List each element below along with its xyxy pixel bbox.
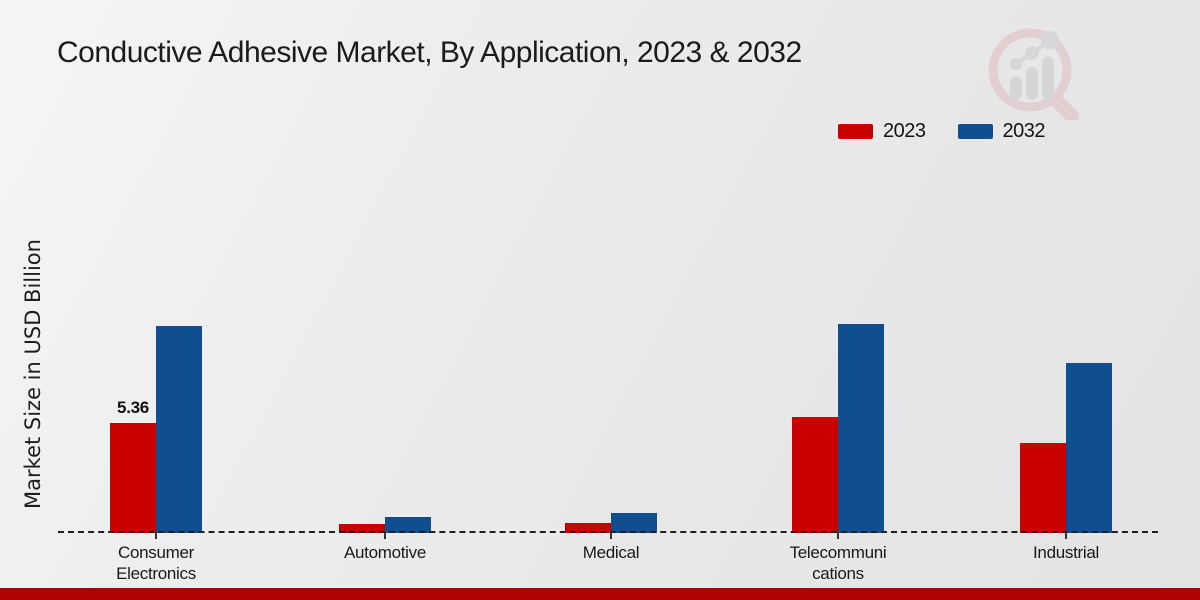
x-axis-tick-label-consumer-electronics: Consumer Electronics (116, 543, 196, 583)
bar-2023-medical (565, 523, 611, 533)
x-axis-tick-medical (610, 533, 612, 539)
x-axis-tick-label-medical: Medical (582, 543, 640, 562)
bar-2032-consumer-electronics (156, 326, 202, 533)
bar-value-label-consumer-electronics: 5.36 (117, 398, 149, 417)
legend-item-2032: 2032 (957, 120, 1046, 143)
bar-2023-industrial (1020, 443, 1066, 533)
legend-item-2023: 2023 (838, 120, 926, 143)
x-axis-tick-label-automotive: Automotive (343, 543, 427, 562)
bar-2032-medical (611, 513, 657, 533)
x-axis-tick-industrial (1065, 533, 1067, 539)
bar-2023-consumer-electronics (110, 423, 156, 533)
x-axis-baseline (58, 531, 1158, 533)
legend: 2023 2032 (838, 120, 1045, 143)
magnifier-bar-chart-logo-icon (988, 28, 1080, 120)
chart-title: Conductive Adhesive Market, By Applicati… (57, 36, 802, 69)
legend-label-2032: 2032 (1002, 120, 1046, 142)
x-axis-tick-automotive (384, 533, 386, 539)
bar-2023-automotive (339, 524, 385, 533)
legend-swatch-2032 (957, 124, 993, 139)
x-axis-tick-telecommunications (837, 533, 839, 539)
x-axis-tick-consumer-electronics (155, 533, 157, 539)
footer-accent-bar (0, 588, 1200, 600)
x-axis-tick-label-industrial: Industrial (1033, 543, 1099, 562)
x-axis-tick-label-telecommunications: Telecommuni cations (789, 543, 887, 583)
bar-2032-telecommunications (838, 324, 884, 533)
legend-swatch-2023 (838, 124, 873, 139)
bar-2023-telecommunications (792, 417, 838, 533)
bar-2032-automotive (385, 517, 431, 533)
bar-2032-industrial (1066, 363, 1112, 533)
legend-label-2023: 2023 (883, 120, 926, 142)
